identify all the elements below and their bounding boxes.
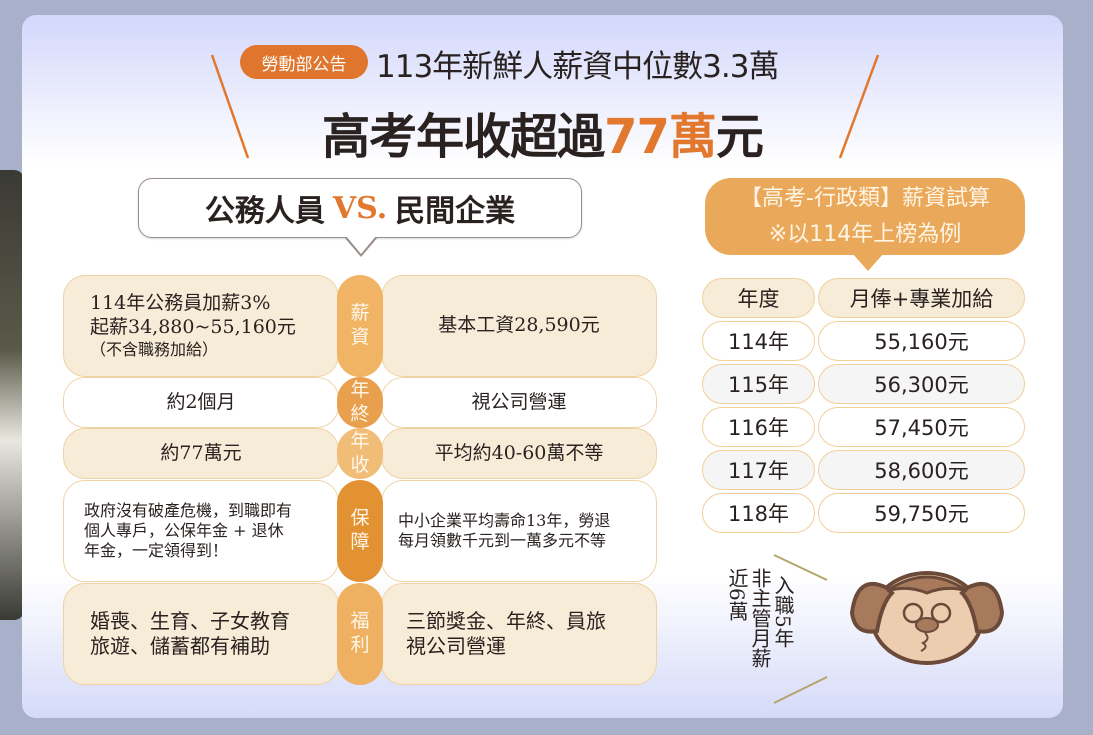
category-pill: 年收 <box>337 428 383 479</box>
year-cell: 118年 <box>702 493 815 533</box>
category-char: 年 <box>350 378 370 401</box>
private-cell: 基本工資28,590元 <box>381 275 657 377</box>
public-text: 政府沒有破產危機，到職即有 <box>84 501 293 520</box>
callout-line-top <box>773 554 828 581</box>
public-cell: 約2個月 <box>63 377 339 428</box>
heading-pointer-fill <box>346 236 376 254</box>
right-accent-line <box>838 54 880 159</box>
private-heading: 民間企業 <box>395 194 516 229</box>
public-heading: 公務人員 <box>204 194 325 229</box>
comparison-heading: 公務人員 VS. 民間企業 <box>138 178 582 238</box>
public-text: 個人專戶，公保年金 + 退休 <box>84 521 284 540</box>
category-char: 保 <box>350 507 370 530</box>
category-pill: 年終 <box>337 377 383 428</box>
private-text: 三節獎金、年終、員旅 <box>406 609 606 633</box>
private-cell: 平均約40-60萬不等 <box>381 428 657 479</box>
vs-label: VS. <box>332 190 388 226</box>
salary-cell: 58,600元 <box>818 450 1025 490</box>
salary-cell: 59,750元 <box>818 493 1025 533</box>
year-cell: 117年 <box>702 450 815 490</box>
public-text: 起薪34,880~55,160元 <box>90 316 296 338</box>
category-pill: 保障 <box>337 480 383 582</box>
private-text: 平均約40-60萬不等 <box>434 441 604 464</box>
private-cell: 視公司營運 <box>381 377 657 428</box>
category-char: 終 <box>350 402 370 425</box>
private-text: 每月領數千元到一萬多元不等 <box>398 531 607 550</box>
main-title: 高考年收超過77萬元 <box>22 97 1063 167</box>
year-cell: 115年 <box>702 364 815 404</box>
title-suffix: 元 <box>715 109 764 165</box>
year-cell: 114年 <box>702 321 815 361</box>
private-text: 基本工資28,590元 <box>438 314 600 337</box>
private-text: 中小企業平均壽命13年，勞退 <box>398 511 611 530</box>
category-char: 福 <box>350 610 370 633</box>
category-char: 年 <box>350 429 370 452</box>
category-char: 障 <box>350 531 370 553</box>
public-text: 114年公務員加薪3% <box>90 292 271 315</box>
category-char: 收 <box>350 453 370 476</box>
decor-lines <box>210 54 880 704</box>
private-text: 視公司營運 <box>406 634 506 658</box>
salary-calc-title: 【高考-行政類】薪資試算 <box>740 186 990 211</box>
callout-line-bottom <box>773 676 828 704</box>
private-cell: 三節獎金、年終、員旅 視公司營運 <box>381 583 657 685</box>
left-accent-line <box>210 54 250 159</box>
salary-calc-pointer <box>852 253 884 271</box>
public-cell: 約77萬元 <box>63 428 339 479</box>
title-text: 高考年收超過 <box>322 109 605 165</box>
public-cell: 婚喪、生育、子女教育 旅遊、儲蓄都有補助 <box>63 583 339 685</box>
background-person <box>0 170 24 620</box>
public-text: 約2個月 <box>166 390 236 413</box>
year-cell: 116年 <box>702 407 815 447</box>
private-text: 視公司營運 <box>471 390 567 413</box>
public-text: 年金，一定領得到！ <box>84 541 229 560</box>
salary-cell: 57,450元 <box>818 407 1025 447</box>
public-text: 約77萬元 <box>160 441 242 464</box>
salary-calc-note: ※以114年上榜為例 <box>768 222 962 247</box>
category-pill: 薪資 <box>337 275 383 377</box>
callout-line-1: 入職5年 <box>771 575 795 648</box>
header-salary: 月俸+專業加給 <box>818 278 1025 318</box>
public-cell: 政府沒有破產危機，到職即有 個人專戶，公保年金 + 退休 年金，一定領得到！ <box>63 480 339 582</box>
announcement-badge: 勞動部公告 <box>240 45 368 79</box>
public-text: 婚喪、生育、子女教育 <box>90 609 290 633</box>
title-highlight: 77萬 <box>604 109 717 165</box>
infographic-card: 勞動部公告 113年新鮮人薪資中位數3.3萬 高考年收超過77萬元 公務人員 V… <box>22 15 1063 718</box>
salary-cell: 56,300元 <box>818 364 1025 404</box>
category-char: 資 <box>350 326 370 348</box>
category-char: 薪 <box>350 302 370 325</box>
callout-line-2: 非主管月薪 <box>748 568 772 668</box>
category-char: 利 <box>350 634 370 656</box>
private-cell: 中小企業平均壽命13年，勞退 每月領數千元到一萬多元不等 <box>381 480 657 582</box>
callout-line-3: 近6萬 <box>725 568 749 621</box>
salary-calc-heading: 【高考-行政類】薪資試算 ※以114年上榜為例 <box>705 178 1025 255</box>
public-text: 旅遊、儲蓄都有補助 <box>90 634 270 658</box>
salary-cell: 55,160元 <box>818 321 1025 361</box>
category-pill: 福利 <box>337 583 383 685</box>
header-year: 年度 <box>702 278 815 318</box>
public-cell: 114年公務員加薪3% 起薪34,880~55,160元 （不含職務加給） <box>63 275 339 377</box>
dog-mascot-icon <box>849 571 1005 665</box>
subtitle: 113年新鮮人薪資中位數3.3萬 <box>376 49 779 85</box>
public-text: （不含職務加給） <box>90 339 219 359</box>
